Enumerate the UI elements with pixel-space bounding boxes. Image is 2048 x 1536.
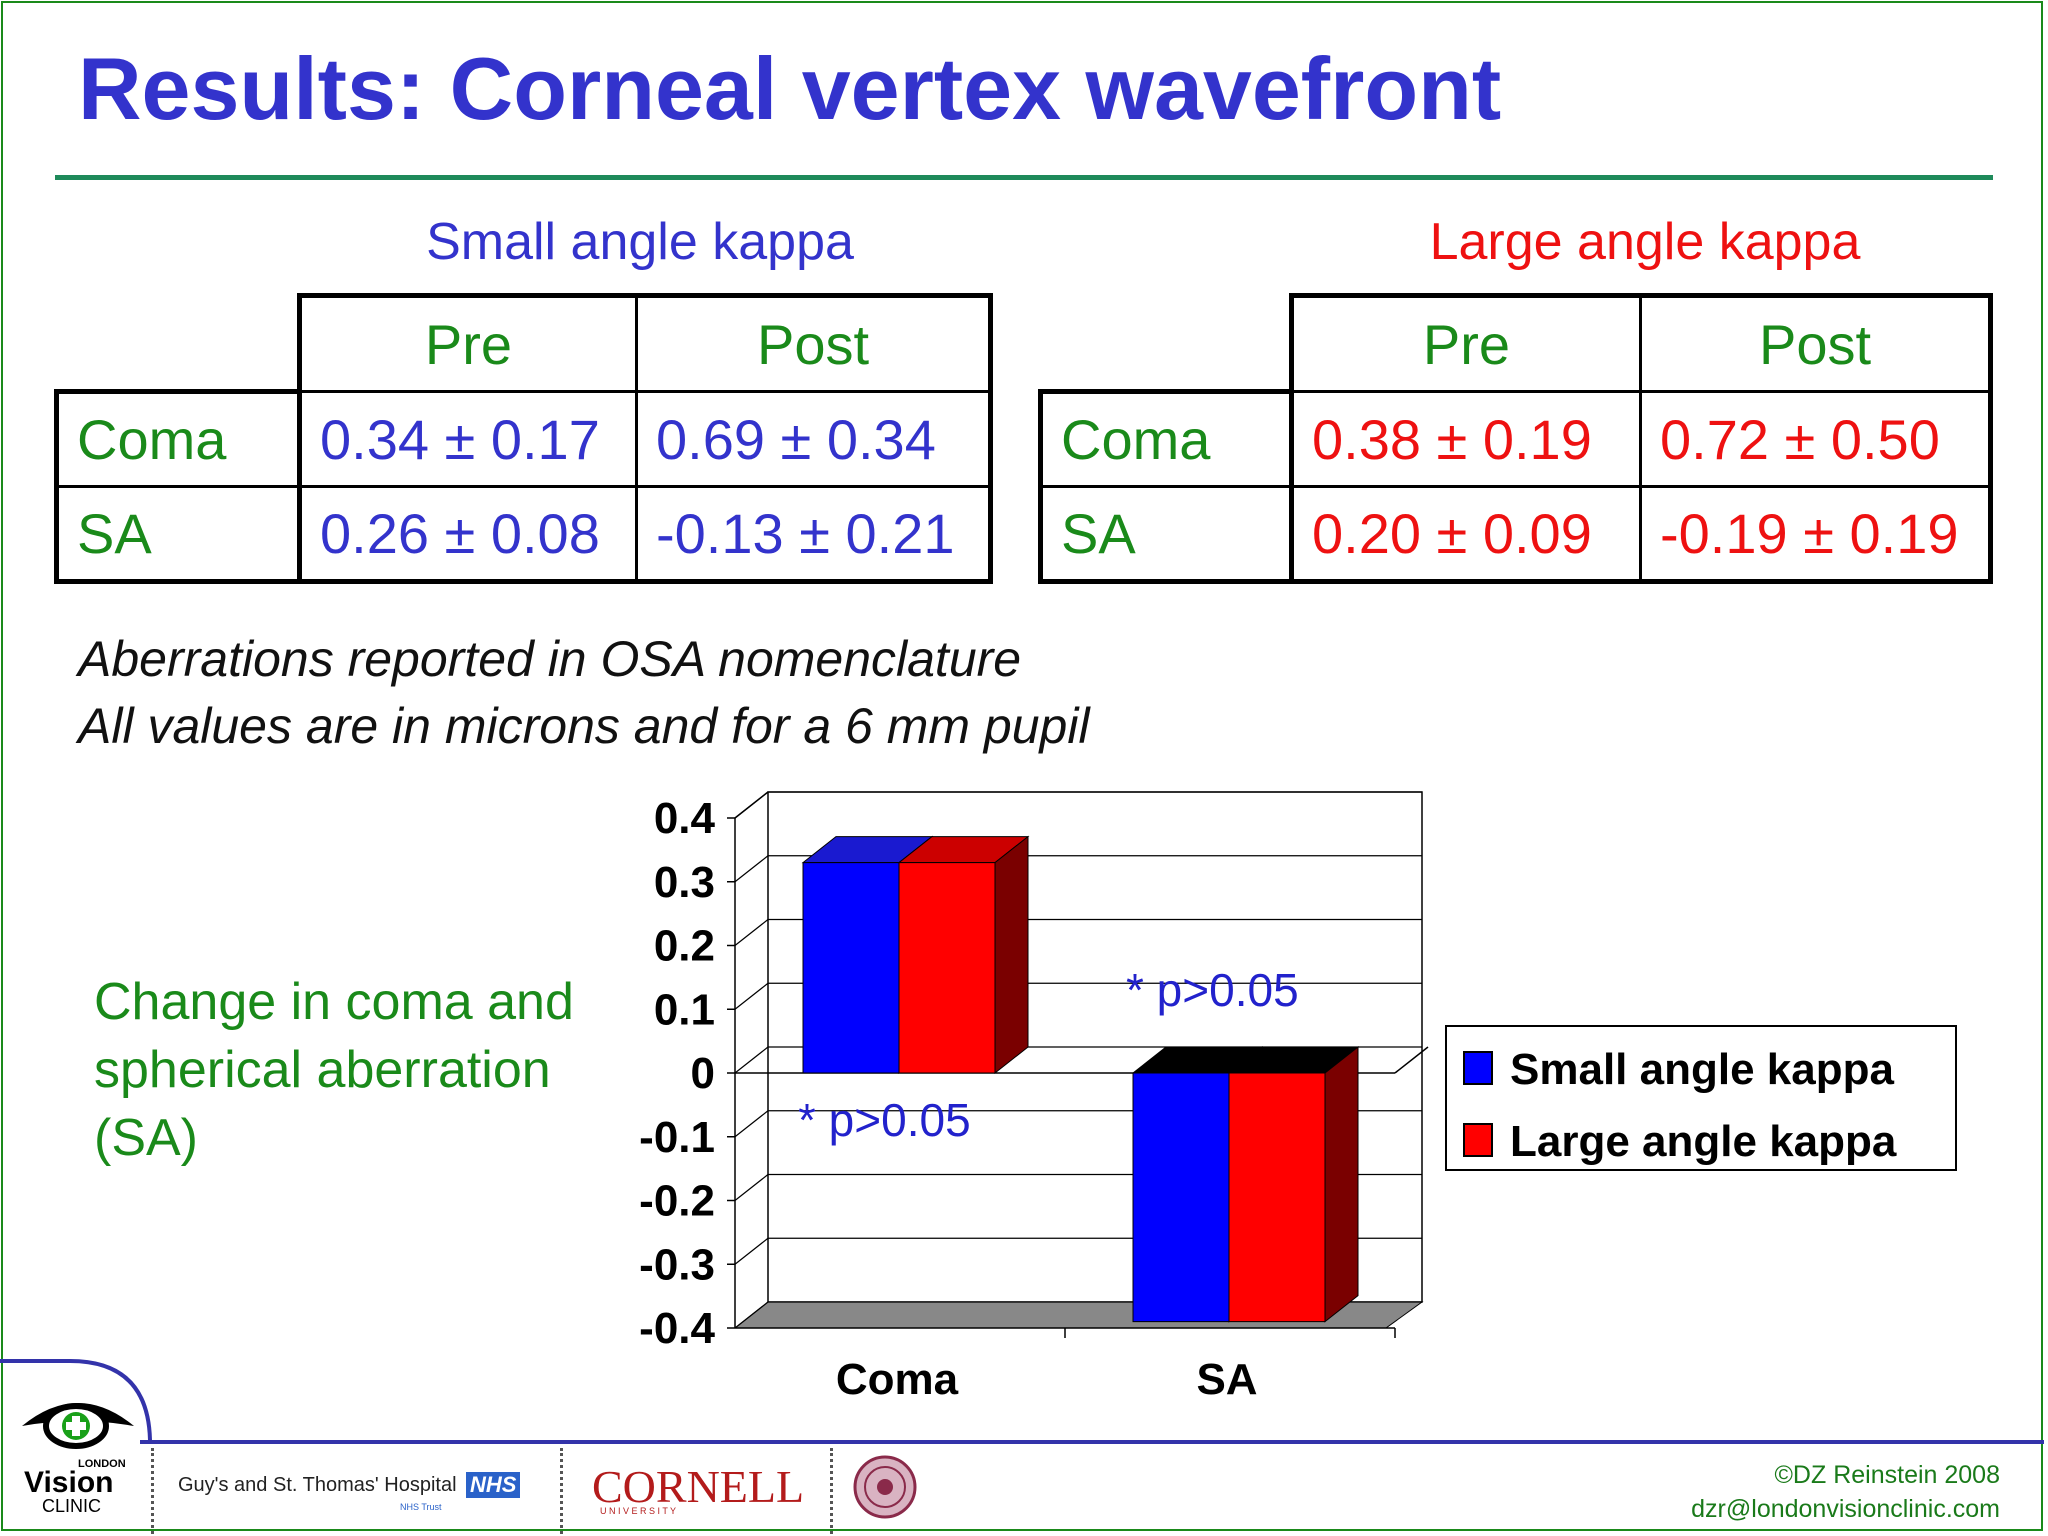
chart-legend [1445, 1025, 1957, 1171]
eye-icon [22, 1403, 134, 1449]
zero-baseline-edge [1394, 1046, 1429, 1074]
bar [898, 862, 996, 1074]
london-vision-clinic-logo: LONDON Vision CLINIC [18, 1386, 138, 1526]
table-corner [1040, 295, 1293, 393]
nhs-logo: NHS [466, 1472, 521, 1498]
y-tick-label: -0.3 [639, 1240, 715, 1289]
col-header-pre: Pre [1289, 293, 1642, 393]
chart-side-label: Change in coma and spherical aberration … [94, 973, 574, 1167]
bar-chart: 0.4 0.3 0.2 0.1 0 -0.1 -0.2 -0.3 -0.4 Coma SA * p>0… [639, 791, 1957, 1404]
university-seal-icon [853, 1455, 917, 1519]
cell-coma-post: 0.69 ± 0.34 [635, 390, 993, 488]
col-header-post: Post [635, 293, 993, 393]
x-tick-label: SA [1196, 1355, 1257, 1404]
gridline-diagonal [734, 1110, 769, 1138]
cell-sa-pre: 0.20 ± 0.09 [1289, 485, 1642, 584]
footer-separator [560, 1448, 563, 1534]
col-header-post: Post [1639, 293, 1993, 393]
footer-divider [140, 1440, 2044, 1444]
gridline-diagonal [734, 982, 769, 1010]
y-tick-label: -0.2 [639, 1177, 715, 1226]
contact-email: dzr@londonvisionclinic.com [1691, 1495, 2000, 1523]
significance-annotation: * p>0.05 [1126, 964, 1299, 1016]
y-tick-label: -0.4 [639, 1304, 715, 1353]
small-angle-table: Pre Post Coma 0.34 ± 0.17 0.69 ± 0.34 SA… [54, 293, 993, 584]
cell-coma-pre: 0.34 ± 0.17 [297, 390, 638, 488]
cornell-logo: CORNELL [592, 1461, 805, 1512]
footer-separator [151, 1448, 154, 1534]
small-angle-heading: Small angle kappa [426, 213, 854, 271]
cell-coma-pre: 0.38 ± 0.19 [1289, 390, 1642, 488]
row-label-sa: SA [54, 485, 301, 584]
gridline-diagonal [734, 1301, 769, 1329]
cell-sa-post: -0.13 ± 0.21 [635, 485, 993, 584]
clinic-small-text: LONDON [78, 1458, 126, 1470]
gridline-diagonal [734, 1174, 769, 1201]
y-tick-label: 0.1 [654, 985, 715, 1034]
y-tick-label: -0.1 [639, 1113, 715, 1162]
large-angle-table: Pre Post Coma 0.38 ± 0.19 0.72 ± 0.50 SA… [1038, 293, 1993, 584]
y-tick-label: 0 [691, 1049, 715, 1098]
cornell-university-text: U N I V E R S I T Y [600, 1506, 677, 1516]
col-header-pre: Pre [297, 293, 638, 393]
cell-sa-post: -0.19 ± 0.19 [1639, 485, 1993, 584]
bar-side [1324, 1045, 1359, 1323]
nhs-trust-text: NHS Trust [400, 1502, 442, 1512]
gridline-diagonal [734, 919, 769, 946]
y-tick-label: 0.3 [654, 858, 715, 907]
footer-arc [0, 1359, 152, 1443]
gridline-diagonal [734, 1237, 769, 1265]
bar [802, 862, 900, 1074]
clinic-sub-text: CLINIC [42, 1496, 102, 1516]
hospital-name: Guy's and St. Thomas' Hospital [178, 1474, 457, 1496]
significance-annotation: * p>0.05 [798, 1094, 971, 1146]
cell-coma-post: 0.72 ± 0.50 [1639, 390, 1993, 488]
copyright-text: ©DZ Reinstein 2008 [1774, 1461, 2000, 1489]
gridline-diagonal [734, 1046, 769, 1074]
table-corner [56, 295, 301, 393]
legend-label: Large angle kappa [1510, 1117, 1897, 1166]
row-label-coma: Coma [1038, 389, 1293, 488]
large-angle-heading: Large angle kappa [1429, 213, 1861, 271]
x-tick-label: Coma [836, 1355, 959, 1404]
row-label-sa: SA [1038, 485, 1293, 584]
slide-title: Results: Corneal vertex wavefront [78, 39, 1502, 138]
title-divider [55, 175, 1993, 180]
gridline-diagonal [734, 855, 769, 883]
bar-side [994, 835, 1029, 1075]
footer-separator [830, 1448, 833, 1534]
row-label-coma: Coma [54, 389, 301, 488]
legend-swatch [1463, 1123, 1493, 1157]
cell-sa-pre: 0.26 ± 0.08 [297, 485, 638, 584]
gridline-diagonal [734, 791, 769, 819]
clinic-main-text: Vision [24, 1466, 114, 1499]
copyright-block: ©DZ Reinstein 2008 dzr@londonvisionclini… [1691, 1458, 2000, 1526]
note-osa-nomenclature: Aberrations reported in OSA nomenclature [78, 631, 1022, 687]
y-tick-label: 0.4 [654, 794, 716, 843]
bar [1228, 1072, 1326, 1323]
legend-swatch [1463, 1051, 1493, 1085]
y-tick-label: 0.2 [654, 922, 715, 971]
note-units: All values are in microns and for a 6 mm… [78, 698, 1090, 754]
bar [1132, 1072, 1230, 1323]
legend-label: Small angle kappa [1510, 1045, 1894, 1094]
